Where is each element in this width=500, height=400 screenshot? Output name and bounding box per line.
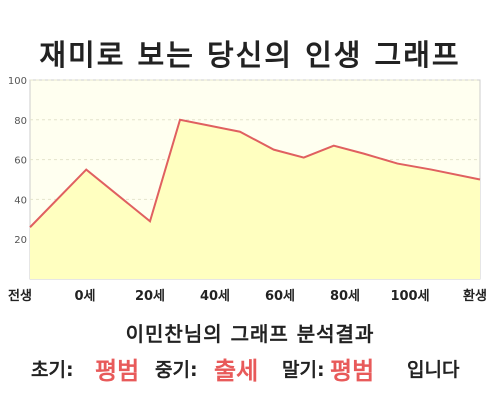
x-tick-label: 20세 [135,289,165,304]
x-tick-label: 0세 [74,289,95,304]
late-label: 말기: [282,359,325,381]
x-tick-label: 환생 [463,288,487,304]
x-tick-label: 40세 [200,289,230,304]
mid-value: 출세 [214,357,259,385]
result-subtitle: 이민찬님의 그래프 분석결과 [125,322,375,346]
late-value: 평범 [330,357,375,385]
early-label: 초기: [31,359,74,381]
page-title: 재미로 보는 당신의 인생 그래프 [39,38,461,72]
x-tick-label: 80세 [330,289,360,304]
y-tick-label: 60 [14,156,27,167]
series-line [29,118,481,228]
y-axis-ticks: 20 40 60 80 100 [8,76,27,246]
mid-label: 중기: [155,359,198,381]
y-tick-label: 80 [14,116,27,127]
ending-text: 입니다 [407,359,460,381]
area-fill [30,119,480,279]
y-tick-label: 40 [14,195,27,206]
x-tick-label: 전생 [8,288,32,304]
y-tick-label: 100 [8,76,27,87]
x-tick-label: 60세 [265,289,295,304]
life-graph-chart: 20 40 60 80 100 전생 0세 20세 40세 60세 80세 100세 환생 [8,76,487,304]
early-value: 평범 [95,357,140,385]
x-tick-label: 100세 [390,289,429,304]
x-axis-ticks: 전생 0세 20세 40세 60세 80세 100세 환생 [8,288,487,304]
y-tick-label: 20 [14,235,27,246]
